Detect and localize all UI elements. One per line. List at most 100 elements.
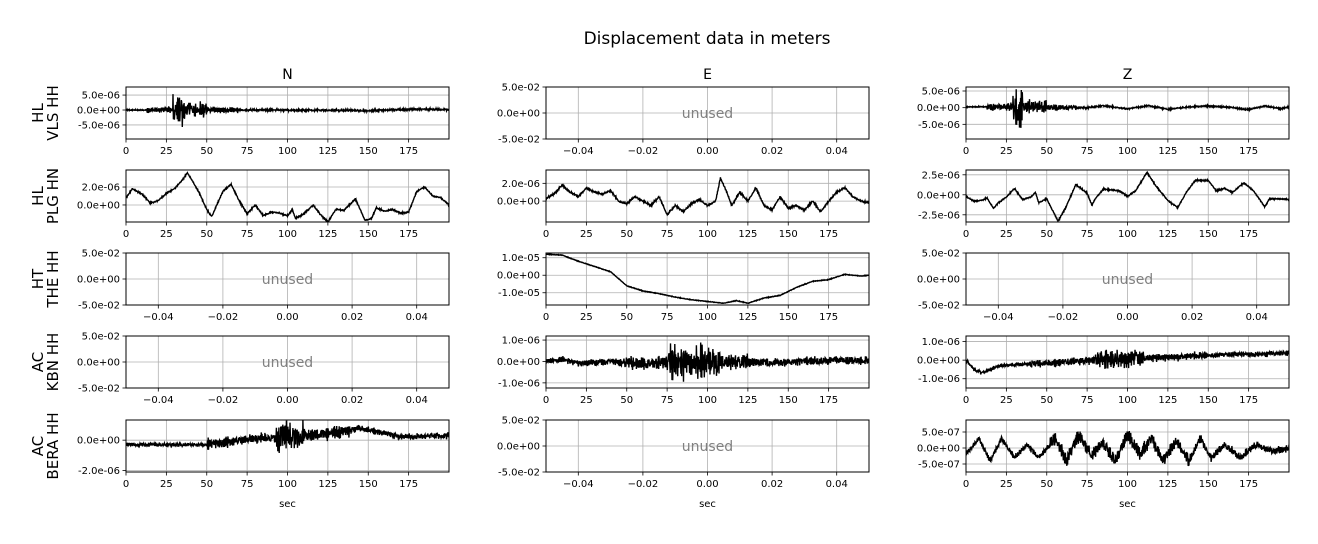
axes-bera-hh-n: 0 25 50 75 100 125 150 175 0.0e+00 -2.0e-06 sec — [77, 419, 450, 510]
y-tick-label: 0.0e+00 — [497, 271, 540, 282]
x-tick-label: 150 — [1199, 229, 1218, 240]
x-tick-label: 25 — [1000, 479, 1013, 490]
x-tick-label: 50 — [620, 312, 633, 323]
x-tick-label: 0.00 — [276, 312, 298, 323]
x-tick-label: 0 — [123, 229, 129, 240]
y-tick-label: -5.0e-07 — [918, 460, 960, 471]
axes-the-hh-e: 0 25 50 75 100 125 150 175 1.0e-05 0.0e+00 -1.0e-0… — [497, 252, 870, 323]
x-tick-label: 75 — [1081, 146, 1094, 157]
row-label-station: THE HH — [44, 250, 62, 308]
waveform-trace — [126, 94, 449, 128]
x-tick-label: 100 — [1118, 479, 1137, 490]
x-tick-label: 0.00 — [696, 146, 718, 157]
x-tick-label: 0.02 — [761, 146, 783, 157]
x-axis-label: sec — [1119, 499, 1136, 510]
axes-vls-hh-n: 0 25 50 75 100 125 150 175 5.0e-06 0.0e+00 -5.0e-0… — [77, 86, 450, 157]
row-label-network: HT — [29, 268, 47, 289]
x-tick-label: 50 — [1040, 479, 1053, 490]
x-tick-label: 0.00 — [696, 479, 718, 490]
y-tick-label: 5.0e-02 — [502, 416, 540, 427]
y-tick-label: 2.0e-06 — [82, 183, 120, 194]
y-tick-label: 0.0e+00 — [917, 444, 960, 455]
y-tick-label: -5.0e-02 — [498, 135, 540, 146]
x-tick-label: 50 — [620, 395, 633, 406]
x-tick-label: 0.04 — [826, 479, 848, 490]
x-tick-label: 0 — [543, 312, 549, 323]
x-tick-label: 75 — [661, 229, 674, 240]
x-tick-label: 0.00 — [276, 395, 298, 406]
y-tick-label: 2.5e-06 — [922, 170, 960, 181]
y-tick-label: -2.0e-06 — [78, 466, 120, 477]
x-tick-label: 25 — [580, 229, 593, 240]
y-tick-label: -1.0e-06 — [918, 374, 960, 385]
x-tick-label: 100 — [698, 229, 717, 240]
x-tick-label: 150 — [359, 229, 378, 240]
x-tick-label: −0.02 — [1048, 312, 1079, 323]
y-tick-label: 0.0e+00 — [77, 436, 120, 447]
row-label-network: HL — [29, 103, 47, 123]
x-tick-label: 175 — [819, 395, 838, 406]
y-tick-label: 5.0e-02 — [922, 249, 960, 260]
unused-label: unused — [1102, 272, 1153, 288]
x-axis-label: sec — [699, 499, 716, 510]
axes-kbn-hh-n: unused −0.04 −0.02 0.00 0.02 0.04 5.0e-02 0.0e+… — [77, 332, 450, 406]
x-tick-label: −0.04 — [983, 312, 1014, 323]
y-tick-label: 5.0e-02 — [82, 249, 120, 260]
x-tick-label: 75 — [661, 395, 674, 406]
x-tick-label: 0 — [123, 479, 129, 490]
x-tick-label: 125 — [738, 312, 757, 323]
y-tick-label: 0.0e+00 — [497, 197, 540, 208]
x-tick-label: 25 — [580, 312, 593, 323]
x-tick-label: 125 — [318, 479, 337, 490]
y-tick-label: 0.0e+00 — [77, 200, 120, 211]
x-tick-label: 175 — [399, 479, 418, 490]
axes-plg-hn-n: 0 25 50 75 100 125 150 175 2.0e-06 0.0e+00 — [77, 169, 450, 240]
x-tick-label: 175 — [819, 229, 838, 240]
x-tick-label: 50 — [200, 479, 213, 490]
x-tick-label: 50 — [1040, 395, 1053, 406]
x-tick-label: 0 — [543, 395, 549, 406]
x-axis-label: sec — [279, 499, 296, 510]
axes-bera-hh-e: unused −0.04 −0.02 0.00 0.02 0.04 5.0e-02 0.0e+… — [497, 416, 870, 510]
unused-label: unused — [682, 106, 733, 122]
x-tick-label: −0.04 — [143, 312, 174, 323]
x-tick-label: 0.02 — [1181, 312, 1203, 323]
x-tick-label: 100 — [1118, 146, 1137, 157]
x-tick-label: 175 — [399, 229, 418, 240]
y-tick-label: 5.0e-02 — [502, 83, 540, 94]
row-label-station: BERA HH — [44, 412, 62, 479]
x-tick-label: 125 — [318, 146, 337, 157]
row-label-station: KBN HH — [44, 333, 62, 392]
x-tick-label: 0 — [963, 229, 969, 240]
x-tick-label: 0.04 — [826, 146, 848, 157]
x-tick-label: 150 — [1199, 146, 1218, 157]
y-tick-label: 0.0e+00 — [77, 106, 120, 117]
y-tick-label: 0.0e+00 — [497, 442, 540, 453]
x-tick-label: 0.02 — [341, 312, 363, 323]
x-tick-label: 50 — [1040, 229, 1053, 240]
x-tick-label: 100 — [278, 479, 297, 490]
x-tick-label: 0 — [963, 479, 969, 490]
unused-label: unused — [682, 439, 733, 455]
y-tick-label: 0.0e+00 — [77, 275, 120, 286]
axes-the-hh-z: unused −0.04 −0.02 0.00 0.02 0.04 5.0e-02 0.0e+… — [917, 249, 1290, 323]
row-label-network: HL — [29, 186, 47, 206]
y-tick-label: -1.0e-05 — [498, 288, 540, 299]
y-tick-label: 1.0e-05 — [502, 253, 540, 264]
x-tick-label: 25 — [1000, 229, 1013, 240]
waveform-trace — [126, 171, 449, 222]
x-tick-label: 75 — [661, 312, 674, 323]
y-tick-label: 0.0e+00 — [917, 190, 960, 201]
x-tick-label: −0.02 — [628, 479, 659, 490]
x-tick-label: 100 — [698, 395, 717, 406]
x-tick-label: 175 — [1239, 479, 1258, 490]
y-tick-label: -5.0e-02 — [78, 301, 120, 312]
x-tick-label: 100 — [1118, 229, 1137, 240]
x-tick-label: 25 — [1000, 395, 1013, 406]
y-tick-label: -5.0e-02 — [78, 384, 120, 395]
x-tick-label: 175 — [819, 312, 838, 323]
